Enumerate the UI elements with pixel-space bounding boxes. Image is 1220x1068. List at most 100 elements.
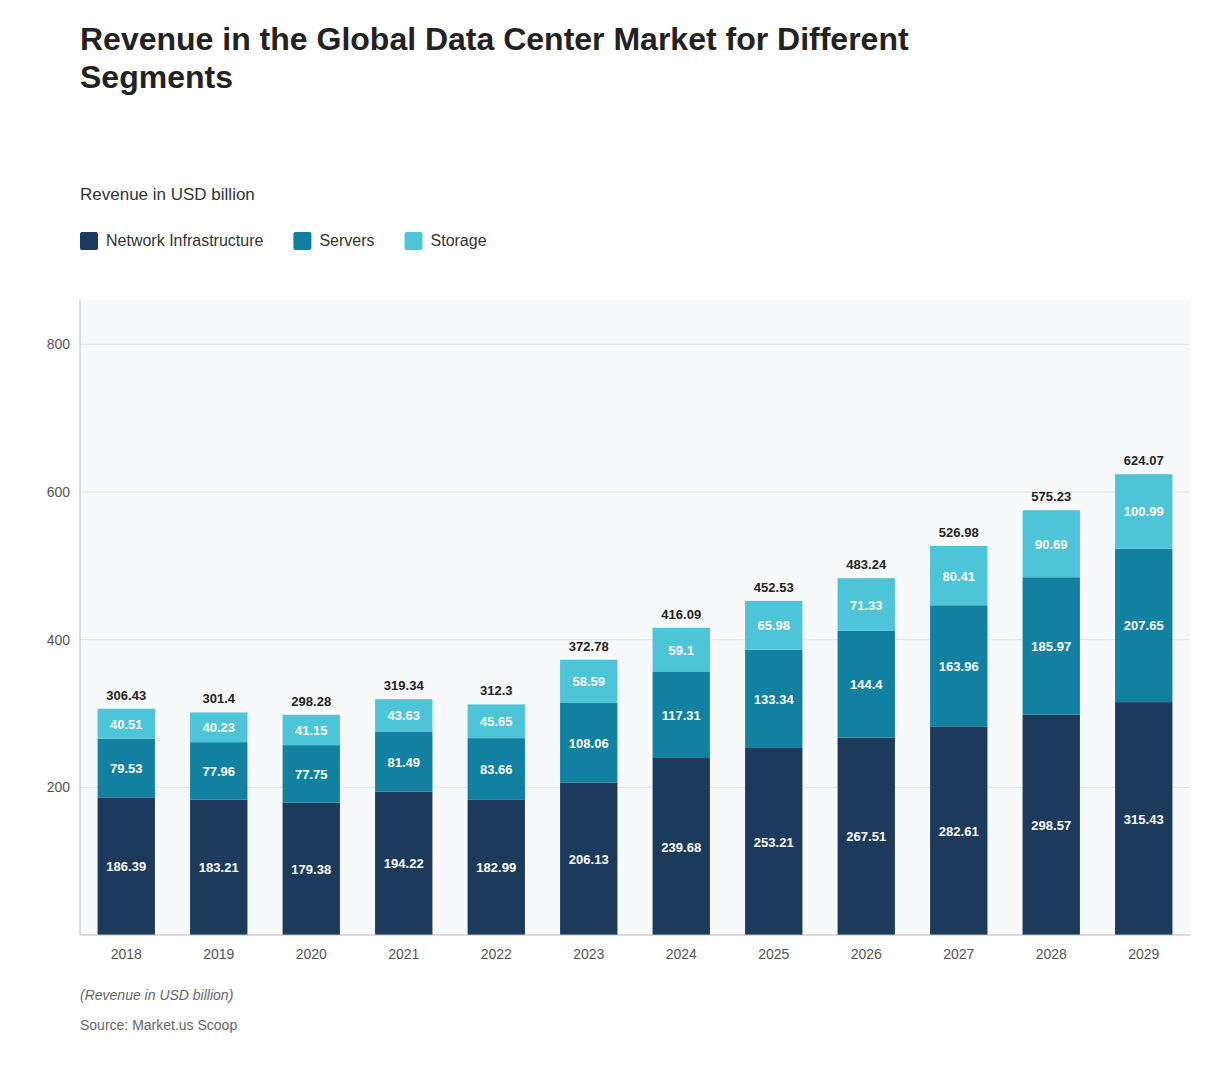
x-tick-label: 2023 [573,946,604,962]
bar-segment [745,748,802,935]
legend-label: Servers [319,232,374,249]
data-label: 239.68 [661,840,701,855]
data-label: 207.65 [1124,618,1164,633]
bar-segment [375,699,432,731]
data-label: 71.33 [850,598,883,613]
data-label: 100.99 [1124,504,1164,519]
data-label: 144.4 [850,677,883,692]
data-label: 183.21 [199,860,239,875]
total-label: 416.09 [661,607,701,622]
bar-segment [930,605,987,726]
data-label: 253.21 [754,835,794,850]
x-tick-label: 2022 [481,946,512,962]
y-axis: 200 400 600 800 [47,336,1190,795]
bar-segment [930,546,987,605]
y-tick-label: 400 [47,632,71,648]
data-label: 186.39 [106,859,146,874]
plot-background [80,300,1190,935]
bar-segment [283,745,340,802]
data-label: 194.22 [384,856,424,871]
data-label: 59.1 [669,643,694,658]
bar-segment [838,737,895,935]
data-label: 41.15 [295,723,328,738]
bar-segment [190,800,247,935]
data-label: 90.69 [1035,537,1068,552]
data-label: 163.96 [939,659,979,674]
legend-swatch [80,232,98,250]
bar-segment [1115,474,1172,549]
bar-segment [653,758,710,935]
bar-segment [1023,577,1080,714]
y-tick-label: 600 [47,484,71,500]
bar-segment [560,660,617,703]
bar-segment [375,731,432,791]
bar-segment [283,715,340,745]
data-label: 315.43 [1124,812,1164,827]
total-label: 452.53 [754,580,794,595]
subtitle: Revenue in USD billion [80,185,255,204]
bar-segment [560,783,617,935]
bar-segment [745,650,802,748]
data-label: 77.96 [202,764,235,779]
bar-segment [190,742,247,800]
y-axis-line [80,300,81,935]
annotation: Source: Market.us Scoop [80,1017,237,1033]
bars [98,474,1173,935]
bar-segment [838,578,895,631]
data-label: 43.63 [387,708,420,723]
grid-line [80,491,1190,492]
legend-label: Network Infrastructure [106,232,263,249]
bar-segment [653,628,710,672]
bar-segment [1023,510,1080,577]
x-tick-label: 2026 [851,946,882,962]
bar-segment [283,803,340,935]
bar-segment [560,703,617,783]
total-label: 298.28 [291,694,331,709]
data-label: 77.75 [295,767,328,782]
bar-segment [930,726,987,935]
total-label: 526.98 [939,525,979,540]
data-label: 298.57 [1031,818,1071,833]
bar-segment [98,797,155,935]
total-label: 319.34 [384,678,425,693]
legend: Network Infrastructure Servers Storage [80,232,487,250]
x-tick-label: 2024 [666,946,697,962]
data-label: 185.97 [1031,639,1071,654]
data-label: 206.13 [569,852,609,867]
y-tick-label: 800 [47,336,71,352]
total-label: 306.43 [106,688,146,703]
bar-segment [745,601,802,650]
data-label: 133.34 [754,692,795,707]
legend-label: Storage [431,232,487,249]
data-label: 108.06 [569,736,609,751]
legend-swatch [405,232,423,250]
annotation: (Revenue in USD billion) [80,987,233,1003]
x-tick-label: 2025 [758,946,789,962]
bar-segment [190,712,247,742]
bar-segment [98,709,155,739]
grid-line [80,344,1190,345]
bar-segment [1115,702,1172,935]
data-label: 179.38 [291,862,331,877]
total-label: 372.78 [569,639,609,654]
x-axis-line [80,935,1190,936]
title: Revenue in the Global Data Center Market… [80,21,909,95]
total-label: 312.3 [480,683,513,698]
bar-segment [468,800,525,935]
total-label: 624.07 [1124,453,1164,468]
y-tick-label: 200 [47,779,71,795]
data-label: 83.66 [480,762,513,777]
x-tick-label: 2018 [111,946,142,962]
data-label: 80.41 [942,569,975,584]
x-tick-label: 2020 [296,946,327,962]
x-axis: 2018201920202021202220232024202520262027… [111,946,1160,962]
bar-segment [375,792,432,935]
bar-segment [653,671,710,758]
total-label: 575.23 [1031,489,1071,504]
bar-segment [1023,715,1080,935]
total-label: 301.4 [202,691,235,706]
data-label: 282.61 [939,824,979,839]
bar-segment [1115,549,1172,702]
data-labels: 186.3979.5340.51306.43183.2177.9640.2330… [106,453,1163,877]
chart: Revenue in the Global Data Center Market… [0,0,1220,1068]
